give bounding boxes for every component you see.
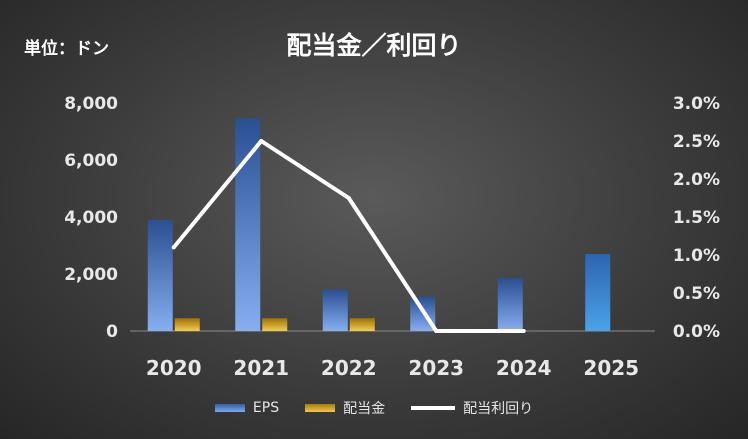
x-tick-label: 2024 [496,356,552,380]
y-right-tick-label: 0.5% [673,284,720,304]
chart-title: 配当金／利回り [286,31,462,60]
y-left-tick-label: 4,000 [64,208,118,228]
y-left-tick-label: 6,000 [64,151,118,171]
x-tick-label: 2020 [146,356,202,380]
bar-dividend [349,318,375,331]
bar-eps [322,289,348,331]
y-right-tick-label: 1.5% [673,208,720,228]
y-right-tick-label: 2.0% [673,170,720,190]
x-tick-label: 2025 [583,356,639,380]
y-right-tick-label: 3.0% [673,94,720,114]
legend-label-dividend: 配当金 [343,401,386,417]
legend: EPS 配当金 配当利回り [0,398,748,418]
x-tick-label: 2022 [321,356,377,380]
bar-eps [147,219,173,331]
bar-eps [235,118,261,331]
bar-dividend [174,318,200,331]
y-left-tick-label: 8,000 [64,94,118,114]
point-yield [346,196,351,200]
line-yield [172,139,524,333]
point-yield [259,139,264,143]
unit-label: 単位：ドン [24,39,109,59]
point-yield [434,329,439,333]
legend-swatch-eps [214,404,245,412]
y-left-tick-label: 0 [106,322,118,342]
legend-item-eps: EPS [214,400,280,416]
y-right-tick-label: 1.0% [673,246,720,266]
bar-eps [497,278,523,331]
bar-dividend [262,318,288,331]
point-yield [171,245,176,250]
legend-item-yield: 配当利回り [411,398,533,418]
bar-eps [585,254,611,331]
x-tick-label: 2023 [408,356,464,380]
x-tick-label: 2021 [233,356,289,380]
legend-swatch-yield [411,406,456,410]
y-right-tick-label: 0.0% [673,322,720,342]
legend-item-dividend: 配当金 [305,398,385,418]
point-yield [521,329,526,333]
legend-label-eps: EPS [252,400,280,416]
legend-swatch-dividend [305,404,336,412]
legend-label-yield: 配当利回り [463,401,534,417]
y-right-tick-label: 2.5% [673,132,720,152]
y-left-tick-label: 2,000 [64,265,118,285]
